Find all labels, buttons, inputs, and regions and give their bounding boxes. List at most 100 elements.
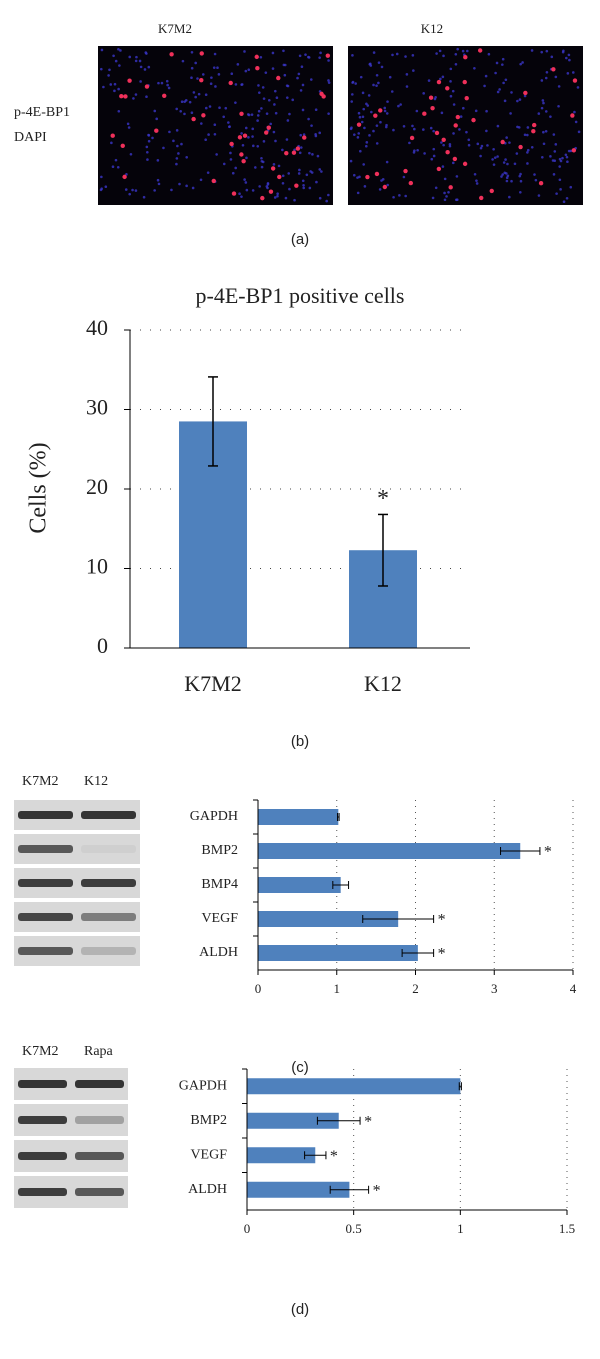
cell-dot: [495, 61, 499, 65]
cell-dot: [231, 191, 237, 196]
significance: *: [438, 912, 446, 929]
cell-dot: [293, 148, 296, 152]
gel-band: [75, 1080, 124, 1088]
cell-dot: [190, 66, 194, 70]
cell-dot: [274, 139, 277, 143]
cell-dot: [302, 186, 306, 190]
cell-dot: [100, 48, 104, 52]
cell-dot: [297, 172, 301, 175]
cell-dot: [574, 120, 578, 124]
cell-dot: [265, 112, 269, 115]
cell-dot: [293, 198, 296, 202]
cell-dot: [228, 80, 233, 86]
gel-band: [18, 1188, 67, 1196]
cell-dot: [156, 159, 160, 162]
cell-dot: [375, 84, 378, 87]
cell-dot: [298, 151, 302, 155]
cell-dot: [358, 175, 361, 179]
cell-dot: [357, 132, 361, 135]
cell-dot: [531, 129, 536, 134]
cell-dot: [114, 59, 118, 63]
cell-dot: [160, 81, 164, 85]
cell-dot: [501, 173, 504, 176]
significance: *: [330, 1148, 338, 1165]
cell-dot: [440, 111, 444, 115]
cell-dot: [285, 96, 289, 99]
cell-dot: [113, 82, 117, 86]
cell-dot: [519, 179, 523, 183]
cell-dot: [301, 179, 305, 183]
cell-dot: [445, 150, 450, 155]
cell-dot: [284, 196, 288, 200]
cell-dot: [442, 143, 445, 147]
gel-band: [18, 947, 73, 955]
cell-dot: [327, 81, 331, 84]
cell-dot: [523, 94, 527, 98]
cell-dot: [422, 128, 425, 131]
cell-dot: [210, 76, 213, 79]
cell-dot: [155, 117, 159, 121]
cell-dot: [218, 106, 221, 110]
cell-dot: [386, 183, 389, 187]
cell-dot: [381, 178, 385, 181]
cell-dot: [448, 185, 453, 190]
cell-dot: [452, 156, 458, 162]
cell-dot: [291, 98, 295, 102]
cell-dot: [537, 194, 541, 197]
cell-dot: [145, 95, 148, 98]
cell-dot: [429, 126, 433, 130]
cell-dot: [513, 162, 517, 166]
cell-dot: [287, 172, 291, 175]
cell-dot: [327, 112, 330, 115]
cell-dot: [156, 178, 160, 182]
cell-dot: [464, 95, 469, 101]
cell-dot: [353, 133, 356, 136]
cell-dot: [204, 93, 208, 97]
y-tick-label: 30: [86, 395, 108, 420]
cell-dot: [496, 155, 499, 158]
cell-dot: [244, 126, 248, 130]
gel-label: K7M2: [22, 774, 59, 789]
cell-dot: [244, 69, 248, 73]
cell-dot: [190, 111, 194, 115]
x-tick-label: 0: [244, 1221, 251, 1236]
cell-dot: [577, 130, 581, 134]
cell-dot: [264, 130, 269, 135]
cell-dot: [352, 173, 356, 177]
y-tick-label: ALDH: [199, 945, 238, 960]
cell-dot: [521, 61, 524, 64]
cell-dot: [244, 181, 248, 184]
cell-dot: [241, 144, 245, 147]
cell-dot: [176, 144, 179, 148]
cell-dot: [108, 68, 111, 72]
gel-band: [81, 845, 136, 853]
cell-dot: [154, 128, 159, 133]
cell-dot: [139, 65, 143, 69]
cell-dot: [384, 125, 388, 129]
cell-dot: [533, 173, 536, 176]
cell-dot: [283, 63, 287, 67]
cell-dot: [197, 92, 201, 96]
cell-dot: [325, 199, 328, 203]
cell-dot: [325, 53, 331, 58]
image-label: K7M2: [158, 21, 192, 36]
cell-dot: [142, 195, 146, 199]
cell-dot: [383, 109, 387, 113]
cell-dot: [423, 152, 426, 155]
y-tick-label: VEGF: [201, 911, 238, 926]
cell-dot: [408, 141, 411, 145]
cell-dot: [467, 143, 471, 147]
gel-band: [81, 913, 136, 921]
cell-dot: [170, 188, 173, 192]
cell-dot: [256, 119, 259, 122]
cell-dot: [405, 73, 409, 76]
cell-dot: [484, 74, 488, 78]
cell-dot: [542, 142, 546, 146]
cell-dot: [474, 109, 478, 113]
gel-band: [75, 1152, 124, 1160]
cell-dot: [378, 188, 382, 191]
y-tick-label: VEGF: [190, 1147, 227, 1162]
cell-dot: [386, 100, 389, 103]
cell-dot: [190, 51, 194, 54]
cell-dot: [117, 87, 120, 91]
